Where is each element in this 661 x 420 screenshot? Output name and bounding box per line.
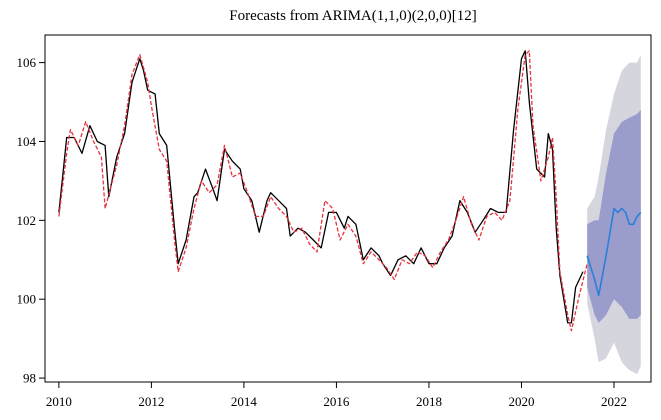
axes: 2010 2012 2014 2016 2018 2020 2022 98 100 102 104 1… (17, 55, 627, 409)
y-tick-label: 98 (23, 371, 36, 386)
x-tick-label: 2022 (601, 394, 627, 409)
x-tick-label: 2014 (231, 394, 258, 409)
x-tick-label: 2012 (138, 394, 164, 409)
y-tick-label: 104 (17, 134, 37, 149)
interval-band-inner (587, 109, 641, 323)
series-line-observed (58, 50, 584, 324)
x-tick-label: 2016 (323, 394, 350, 409)
x-tick-label: 2018 (416, 394, 442, 409)
y-tick-label: 102 (17, 213, 37, 228)
chart-title: Forecasts from ARIMA(1,1,0)(2,0,0)[12] (229, 8, 476, 24)
y-tick-label: 106 (17, 55, 37, 70)
plot-area (58, 50, 642, 375)
plot-frame (44, 34, 652, 383)
x-tick-label: 2020 (508, 394, 534, 409)
y-tick-label: 100 (17, 292, 37, 307)
x-tick-label: 2010 (46, 394, 72, 409)
series-line-fitted (58, 50, 588, 332)
series-line-forecast (586, 207, 642, 297)
